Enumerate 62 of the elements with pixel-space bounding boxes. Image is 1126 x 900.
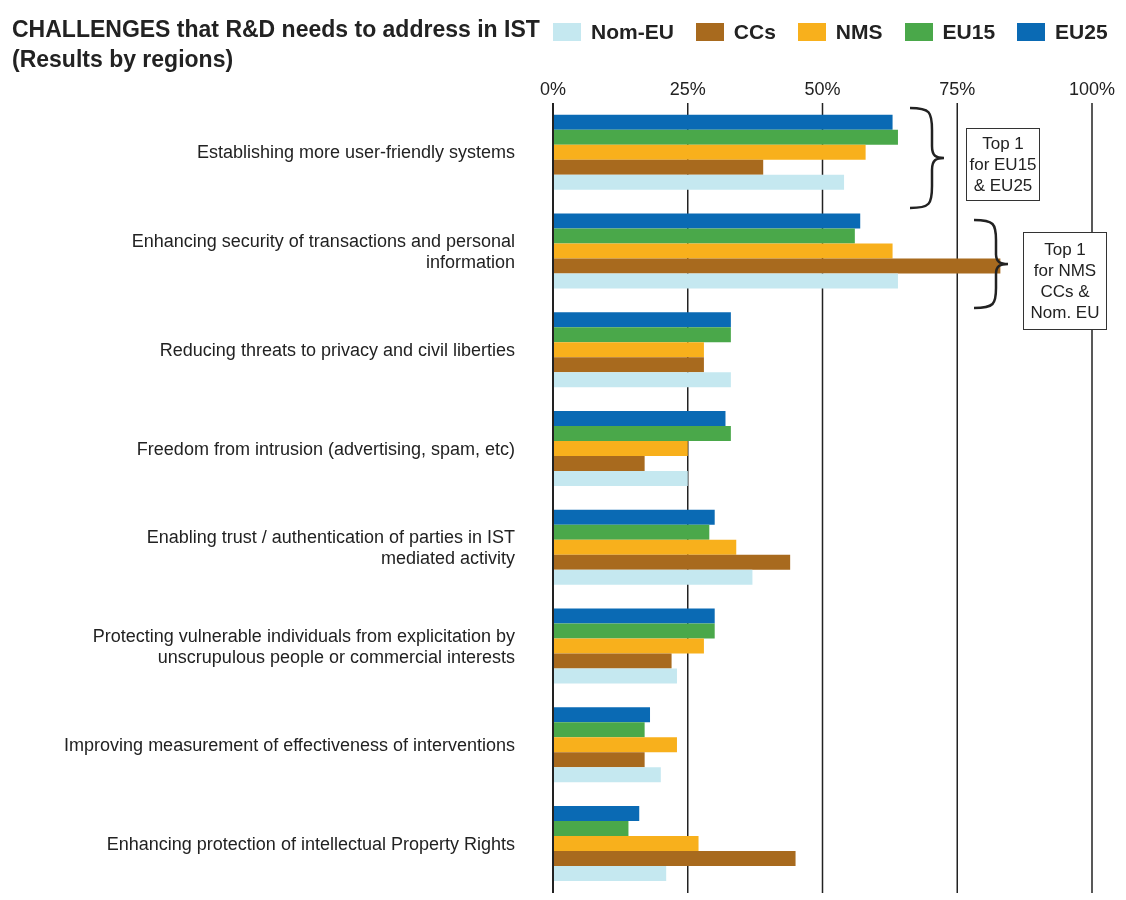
- bar: [553, 426, 731, 442]
- x-tick-label: 25%: [669, 79, 706, 99]
- bar: [553, 866, 667, 882]
- bar: [553, 471, 688, 487]
- bar: [553, 638, 704, 654]
- y-tick-label: Enhancing security of transactions and personal information: [131, 230, 515, 272]
- bar: [553, 737, 677, 753]
- bar: [553, 312, 731, 328]
- bar: [553, 836, 699, 852]
- text: (Results by regions): [12, 45, 235, 74]
- bar: [553, 539, 737, 555]
- bar: [553, 653, 672, 669]
- bar: [553, 524, 710, 540]
- text: CHALLENGES that R&D needs to address in IST: [12, 15, 540, 44]
- y-tick-label: Enhancing protection of intellectual Property Rights: [106, 833, 515, 854]
- bar: [553, 821, 629, 837]
- annotation: Top 1 for EU15 & EU25: [966, 128, 1040, 201]
- bar: [553, 258, 1001, 274]
- bar: [553, 342, 704, 358]
- annotation: Top 1 for NMS CCs & Nom. EU: [1023, 232, 1107, 330]
- bar: [553, 806, 640, 822]
- x-tick-label: 75%: [939, 79, 976, 99]
- y-tick-label: Protecting vulnerable individuals from explicitation by unscrupulous people or commercial interests: [92, 625, 515, 667]
- legend-label: EU15: [942, 20, 996, 44]
- legend-label: NMS: [835, 20, 883, 44]
- bar: [553, 411, 726, 427]
- bar: [553, 273, 898, 289]
- x-tick-label: 0%: [539, 79, 567, 99]
- legend-label: CCs: [733, 20, 776, 44]
- bar: [553, 554, 791, 570]
- bar: [553, 114, 893, 130]
- bar: [553, 851, 796, 867]
- bar: [553, 228, 855, 244]
- bar: [553, 668, 677, 684]
- bar: [553, 441, 688, 457]
- bar: [553, 752, 645, 768]
- y-tick-label: Establishing more user-friendly systems: [196, 142, 515, 163]
- bar: [553, 144, 866, 160]
- y-tick-label: Reducing threats to privacy and civil liberties: [159, 339, 515, 360]
- bar: [553, 327, 731, 343]
- bar: [553, 213, 861, 229]
- bar: [553, 509, 715, 525]
- bar: [553, 372, 731, 388]
- bar: [553, 722, 645, 738]
- y-tick-label: Enabling trust / authentication of parties in IST mediated activity: [146, 526, 515, 568]
- y-tick-label: Improving measurement of effectiveness of interventions: [64, 734, 515, 755]
- bar: [553, 623, 715, 639]
- bar: [553, 707, 651, 723]
- x-tick-label: 100%: [1068, 79, 1116, 99]
- bar: [553, 243, 893, 259]
- bar: [553, 357, 704, 373]
- legend-label: EU25: [1055, 20, 1108, 44]
- legend-label: Nom-EU: [591, 20, 674, 44]
- bar: [553, 608, 715, 624]
- bar: [553, 129, 898, 145]
- bar: [553, 456, 645, 472]
- bar: [553, 159, 764, 175]
- x-tick-label: 50%: [804, 79, 841, 99]
- bar: [553, 174, 845, 190]
- bar: [553, 767, 661, 783]
- y-tick-label: Freedom from intrusion (advertising, spam, etc): [136, 438, 515, 459]
- bar: [553, 569, 753, 585]
